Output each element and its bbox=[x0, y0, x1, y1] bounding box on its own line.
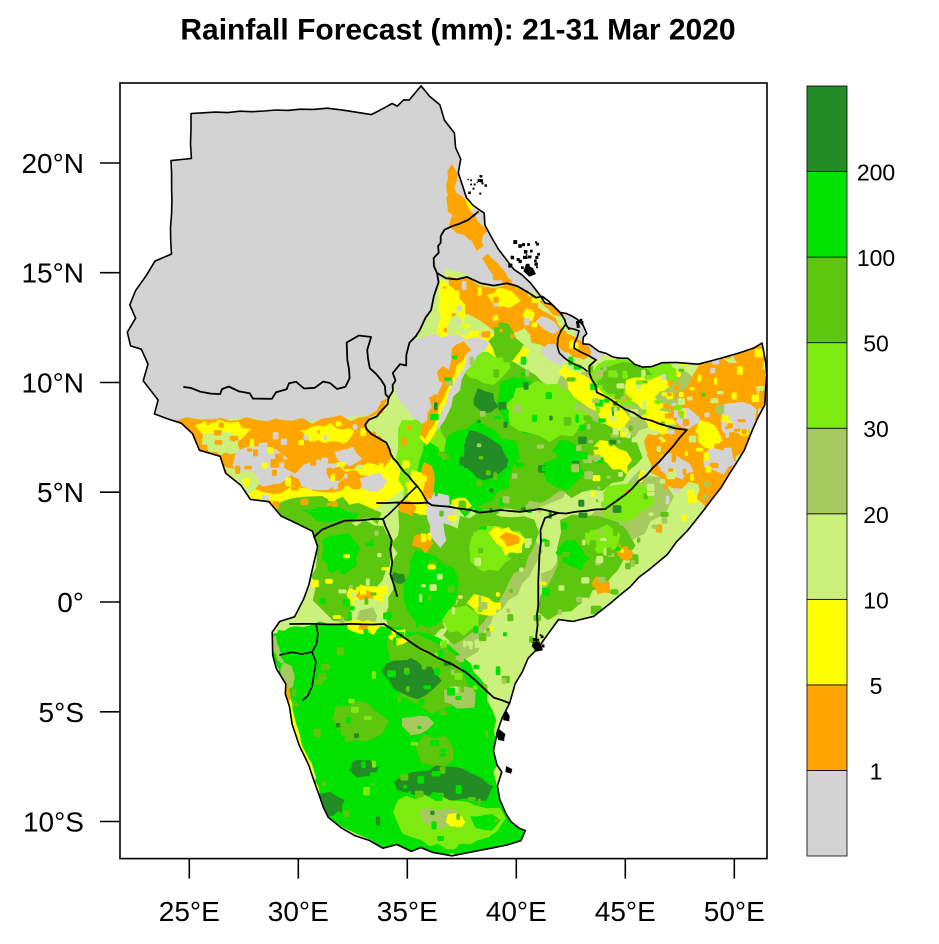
svg-text:10°S: 10°S bbox=[23, 807, 84, 838]
svg-text:5: 5 bbox=[870, 673, 883, 699]
svg-text:100: 100 bbox=[857, 245, 895, 271]
svg-text:30: 30 bbox=[863, 416, 889, 442]
svg-text:1: 1 bbox=[870, 758, 883, 784]
svg-text:10: 10 bbox=[863, 587, 889, 613]
svg-text:45°E: 45°E bbox=[595, 896, 656, 927]
svg-text:0°: 0° bbox=[57, 587, 84, 618]
svg-text:Rainfall Forecast (mm): 21-31: Rainfall Forecast (mm): 21-31 Mar 2020 bbox=[180, 14, 735, 47]
svg-text:5°N: 5°N bbox=[37, 477, 84, 508]
svg-text:10°N: 10°N bbox=[21, 368, 84, 399]
svg-text:5°S: 5°S bbox=[39, 697, 84, 728]
svg-text:20: 20 bbox=[863, 502, 889, 528]
svg-text:15°N: 15°N bbox=[21, 258, 84, 289]
svg-text:40°E: 40°E bbox=[486, 896, 547, 927]
svg-text:50: 50 bbox=[863, 331, 889, 357]
svg-text:25°E: 25°E bbox=[159, 896, 220, 927]
svg-text:20°N: 20°N bbox=[21, 148, 84, 179]
svg-text:50°E: 50°E bbox=[704, 896, 765, 927]
svg-text:30°E: 30°E bbox=[268, 896, 329, 927]
svg-text:35°E: 35°E bbox=[377, 896, 438, 927]
svg-text:200: 200 bbox=[857, 160, 895, 186]
